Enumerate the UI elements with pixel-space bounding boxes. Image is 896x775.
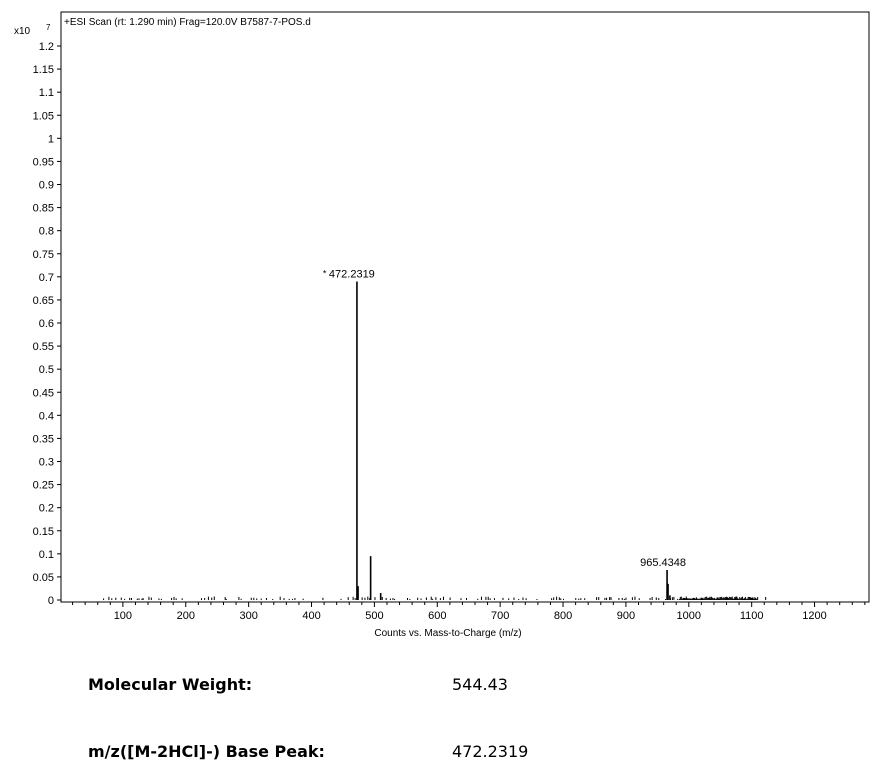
y-tick-label: 1.05 <box>33 110 54 122</box>
x-axis-label: Counts vs. Mass-to-Charge (m/z) <box>374 628 521 639</box>
y-tick-label: 0.05 <box>33 572 54 584</box>
peak-label: 965.4348 <box>640 557 686 569</box>
y-multiplier-label: x10 <box>14 26 31 37</box>
y-tick-label: 0 <box>48 595 54 607</box>
molecular-weight-label: Molecular Weight: <box>88 675 253 694</box>
y-tick-label: 1.2 <box>39 41 54 53</box>
x-axis-ticks: 100 200 300 400 500 600 700 800 900 1000 1100 1200 <box>72 602 866 622</box>
y-tick-label: 0.55 <box>33 341 54 353</box>
base-peak-value: 472.2319 <box>452 742 529 761</box>
y-tick-label: 0.95 <box>33 156 54 168</box>
peak-annotations: * 472.2319 965.4348 <box>323 268 686 569</box>
x-tick-label: 1000 <box>677 610 701 622</box>
y-tick-label: 0.15 <box>33 526 54 538</box>
y-tick-label: 1.15 <box>33 64 54 76</box>
x-tick-label: 600 <box>428 610 446 622</box>
x-tick-label: 100 <box>114 610 132 622</box>
x-tick-label: 1200 <box>802 610 826 622</box>
x-tick-label: 1100 <box>740 610 764 622</box>
x-tick-label: 400 <box>302 610 320 622</box>
peak-label: 472.2319 <box>329 268 375 280</box>
y-tick-label: 0.45 <box>33 387 54 399</box>
y-tick-label: 0.6 <box>39 318 54 330</box>
x-tick-label: 800 <box>554 610 572 622</box>
annotation-marker: * <box>323 268 327 278</box>
x-tick-label: 300 <box>239 610 257 622</box>
y-tick-label: 0.65 <box>33 295 54 307</box>
baseline-noise <box>103 596 767 600</box>
y-tick-label: 0.4 <box>39 410 54 422</box>
x-tick-label: 200 <box>177 610 195 622</box>
x-tick-label: 900 <box>617 610 635 622</box>
y-tick-label: 0.7 <box>39 272 54 284</box>
y-axis-ticks: 0 0.05 0.1 0.15 0.2 0.25 0.3 0.35 0.4 0.45 0.5 0.55… <box>33 41 61 607</box>
molecular-weight-value: 544.43 <box>452 675 508 694</box>
y-tick-label: 1.1 <box>39 87 54 99</box>
y-tick-label: 0.35 <box>33 433 54 445</box>
y-tick-label: 0.1 <box>39 549 54 561</box>
y-tick-label: 0.9 <box>39 180 54 192</box>
y-tick-label: 0.25 <box>33 480 54 492</box>
y-tick-label: 0.8 <box>39 226 54 238</box>
y-tick-label: 0.5 <box>39 364 54 376</box>
y-tick-label: 1 <box>48 133 54 145</box>
x-tick-label: 700 <box>491 610 509 622</box>
spectrum-peaks <box>356 281 671 600</box>
plot-frame <box>60 11 870 603</box>
chart-title: +ESI Scan (rt: 1.290 min) Frag=120.0V B7… <box>64 17 311 28</box>
mass-spectrum-chart: +ESI Scan (rt: 1.290 min) Frag=120.0V B7… <box>14 11 870 639</box>
y-tick-label: 0.75 <box>33 249 54 261</box>
y-tick-label: 0.2 <box>39 503 54 515</box>
y-tick-label: 0.3 <box>39 457 54 469</box>
x-tick-label: 500 <box>365 610 383 622</box>
base-peak-label: m/z([M-2HCl]-) Base Peak: <box>88 742 325 761</box>
y-tick-label: 0.85 <box>33 203 54 215</box>
y-multiplier-exponent: 7 <box>46 23 51 32</box>
